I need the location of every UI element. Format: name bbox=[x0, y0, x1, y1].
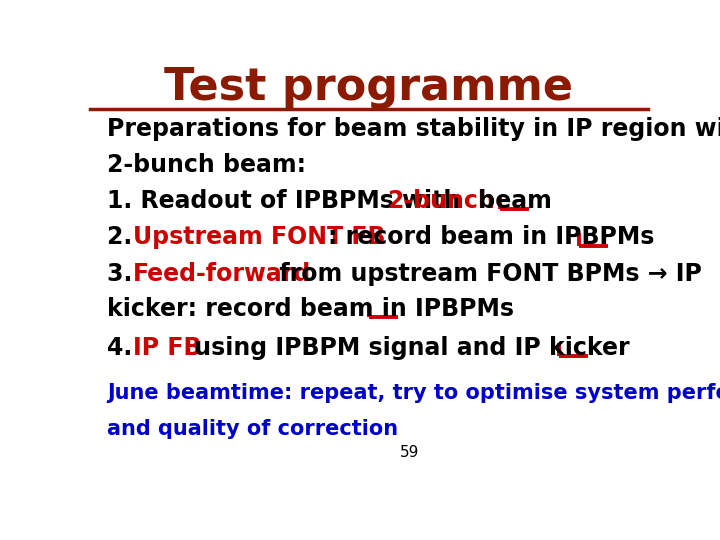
Text: 3.: 3. bbox=[107, 261, 140, 286]
Text: Test programme: Test programme bbox=[164, 66, 574, 109]
Text: : record beam in IPBPMs: : record beam in IPBPMs bbox=[328, 225, 654, 249]
Text: using IPBPM signal and IP kicker: using IPBPM signal and IP kicker bbox=[186, 335, 629, 360]
Text: and quality of correction: and quality of correction bbox=[107, 418, 398, 438]
Text: IP FB: IP FB bbox=[132, 335, 201, 360]
Text: Preparations for beam stability in IP region with: Preparations for beam stability in IP re… bbox=[107, 117, 720, 141]
Text: kicker: record beam in IPBPMs: kicker: record beam in IPBPMs bbox=[107, 297, 514, 321]
Text: Upstream FONT FB: Upstream FONT FB bbox=[132, 225, 385, 249]
Text: 2-bunch: 2-bunch bbox=[387, 189, 495, 213]
Text: 1. Readout of IPBPMs with: 1. Readout of IPBPMs with bbox=[107, 189, 468, 213]
Text: Feed-forward: Feed-forward bbox=[132, 261, 311, 286]
Text: 2-bunch beam:: 2-bunch beam: bbox=[107, 153, 306, 177]
Text: from upstream FONT BPMs → IP: from upstream FONT BPMs → IP bbox=[271, 261, 702, 286]
Text: 2.: 2. bbox=[107, 225, 140, 249]
Text: beam: beam bbox=[470, 189, 552, 213]
Text: 59: 59 bbox=[400, 445, 419, 460]
Text: 4.: 4. bbox=[107, 335, 140, 360]
Text: June beamtime: repeat, try to optimise system performance: June beamtime: repeat, try to optimise s… bbox=[107, 383, 720, 403]
